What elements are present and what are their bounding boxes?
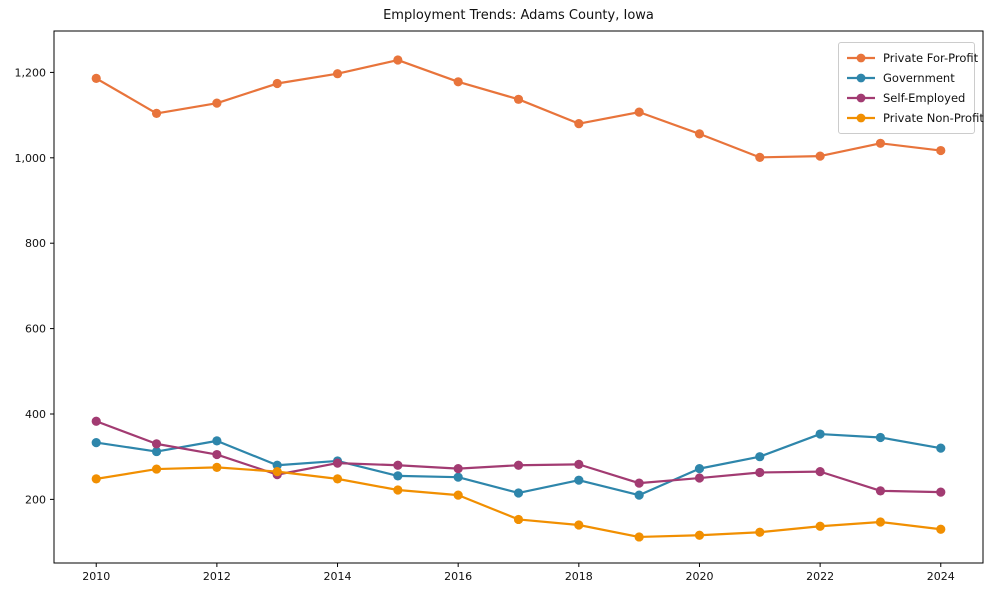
data-point-marker bbox=[936, 487, 946, 497]
data-point-marker bbox=[694, 530, 705, 540]
plot-frame bbox=[53, 30, 984, 564]
data-point-marker bbox=[634, 490, 644, 500]
x-tick-label: 2010 bbox=[82, 570, 110, 583]
y-tick-label: 1,200 bbox=[15, 66, 47, 79]
data-point-marker bbox=[634, 478, 644, 488]
legend-item: Government bbox=[846, 68, 967, 88]
data-point-marker bbox=[936, 145, 946, 156]
x-tick-label: 2018 bbox=[565, 570, 593, 583]
data-point-marker bbox=[815, 467, 825, 477]
data-point-marker bbox=[574, 475, 584, 485]
data-point-marker bbox=[212, 449, 222, 460]
data-point-marker bbox=[393, 485, 403, 495]
y-tick-label: 800 bbox=[25, 237, 46, 250]
data-point-marker bbox=[755, 152, 765, 162]
data-point-marker bbox=[634, 532, 644, 542]
data-point-marker bbox=[513, 460, 524, 470]
data-point-marker bbox=[332, 474, 343, 484]
legend-dot-icon bbox=[856, 73, 866, 83]
data-point-marker bbox=[393, 460, 403, 470]
data-point-marker bbox=[513, 94, 524, 104]
legend-dot-icon bbox=[856, 113, 866, 123]
y-tick-label: 600 bbox=[25, 323, 46, 336]
x-tick-label: 2022 bbox=[806, 570, 834, 583]
data-point-marker bbox=[212, 436, 222, 446]
data-point-marker bbox=[694, 464, 705, 474]
legend-marker-icon bbox=[847, 113, 875, 123]
data-point-marker bbox=[815, 151, 825, 161]
data-point-marker bbox=[815, 521, 825, 531]
data-point-marker bbox=[151, 446, 162, 457]
legend-label: Government bbox=[883, 71, 955, 85]
y-tick-label: 1,000 bbox=[15, 152, 47, 165]
legend-dot-icon bbox=[856, 93, 866, 103]
legend-label: Private For-Profit bbox=[883, 51, 979, 65]
series-line bbox=[95, 466, 942, 539]
data-point-marker bbox=[574, 520, 584, 530]
data-point-marker bbox=[875, 432, 886, 443]
data-point-marker bbox=[574, 459, 584, 469]
data-point-marker bbox=[453, 490, 463, 500]
data-point-marker bbox=[755, 467, 765, 478]
data-point-marker bbox=[91, 437, 101, 448]
data-point-marker bbox=[151, 439, 162, 449]
data-point-marker bbox=[815, 429, 825, 439]
data-point-marker bbox=[393, 55, 403, 65]
y-tick-label: 400 bbox=[25, 408, 46, 421]
data-point-marker bbox=[513, 514, 524, 525]
data-point-marker bbox=[574, 119, 584, 129]
data-point-marker bbox=[91, 416, 101, 426]
data-point-marker bbox=[694, 129, 705, 139]
data-point-marker bbox=[634, 107, 644, 117]
data-point-marker bbox=[91, 474, 101, 484]
data-point-marker bbox=[453, 77, 463, 87]
data-point-marker bbox=[272, 78, 282, 89]
x-tick-label: 2024 bbox=[927, 570, 955, 583]
data-point-marker bbox=[332, 69, 343, 79]
data-point-marker bbox=[453, 464, 463, 474]
series-line bbox=[95, 420, 942, 494]
x-tick-label: 2014 bbox=[324, 570, 352, 583]
x-tick-label: 2012 bbox=[203, 570, 231, 583]
legend: Private For-Profit Government Self-Employe… bbox=[838, 42, 984, 134]
data-point-marker bbox=[755, 527, 765, 537]
data-point-marker bbox=[272, 460, 282, 470]
legend-label: Self-Employed bbox=[883, 91, 966, 105]
data-point-marker bbox=[212, 462, 222, 472]
legend-marker-icon bbox=[847, 73, 875, 83]
data-point-marker bbox=[875, 486, 886, 496]
data-point-marker bbox=[875, 517, 886, 527]
data-point-marker bbox=[272, 467, 282, 477]
y-tick-label: 200 bbox=[25, 493, 46, 506]
x-tick-label: 2016 bbox=[444, 570, 472, 583]
data-point-marker bbox=[936, 524, 946, 534]
data-point-marker bbox=[875, 138, 886, 148]
legend-item: Self-Employed bbox=[846, 88, 967, 108]
data-point-marker bbox=[453, 472, 463, 482]
data-point-marker bbox=[513, 488, 524, 498]
data-point-marker bbox=[936, 443, 946, 453]
data-point-marker bbox=[332, 458, 343, 468]
legend-marker-icon bbox=[847, 53, 875, 63]
data-point-marker bbox=[151, 108, 162, 119]
data-point-marker bbox=[393, 471, 403, 481]
legend-label: Private Non-Profit bbox=[883, 111, 984, 125]
legend-item: Private Non-Profit bbox=[846, 108, 984, 128]
data-point-marker bbox=[91, 73, 101, 83]
data-point-marker bbox=[151, 464, 162, 474]
chart-title: Employment Trends: Adams County, Iowa bbox=[383, 8, 654, 23]
legend-item: Private For-Profit bbox=[846, 48, 978, 68]
data-point-marker bbox=[212, 98, 222, 108]
x-tick-label: 2020 bbox=[685, 570, 713, 583]
data-point-marker bbox=[694, 473, 705, 483]
series-line bbox=[95, 58, 942, 159]
legend-dot-icon bbox=[856, 53, 866, 63]
data-point-marker bbox=[755, 452, 765, 462]
legend-marker-icon bbox=[847, 93, 875, 103]
